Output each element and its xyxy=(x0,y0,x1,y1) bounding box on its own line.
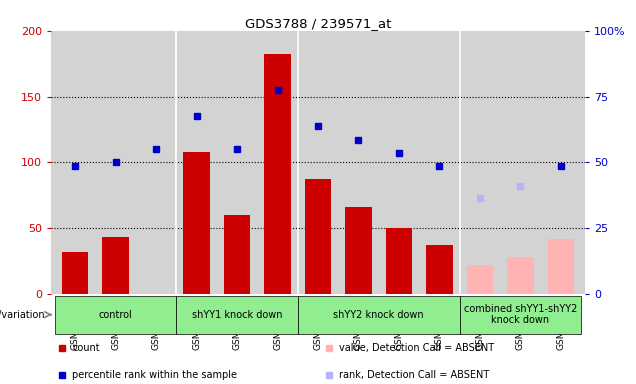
Text: genotype/variation: genotype/variation xyxy=(0,310,46,319)
Text: control: control xyxy=(99,310,132,319)
Bar xyxy=(305,179,331,294)
Bar xyxy=(467,265,493,294)
Bar xyxy=(386,228,412,294)
Text: shYY2 knock down: shYY2 knock down xyxy=(333,310,424,319)
Bar xyxy=(176,296,298,334)
Text: percentile rank within the sample: percentile rank within the sample xyxy=(73,370,237,380)
Title: GDS3788 / 239571_at: GDS3788 / 239571_at xyxy=(245,17,391,30)
Bar xyxy=(102,237,129,294)
Text: combined shYY1-shYY2
knock down: combined shYY1-shYY2 knock down xyxy=(464,304,577,325)
Bar xyxy=(265,55,291,294)
Bar xyxy=(548,239,574,294)
Text: value, Detection Call = ABSENT: value, Detection Call = ABSENT xyxy=(340,343,495,353)
Bar xyxy=(62,252,88,294)
Bar xyxy=(508,257,534,294)
Text: rank, Detection Call = ABSENT: rank, Detection Call = ABSENT xyxy=(340,370,490,380)
Bar xyxy=(183,152,210,294)
Bar xyxy=(460,296,581,334)
Bar xyxy=(298,296,460,334)
Bar xyxy=(426,245,453,294)
Text: count: count xyxy=(73,343,100,353)
Bar xyxy=(55,296,176,334)
Bar xyxy=(345,207,371,294)
Text: shYY1 knock down: shYY1 knock down xyxy=(192,310,282,319)
Bar xyxy=(224,215,250,294)
